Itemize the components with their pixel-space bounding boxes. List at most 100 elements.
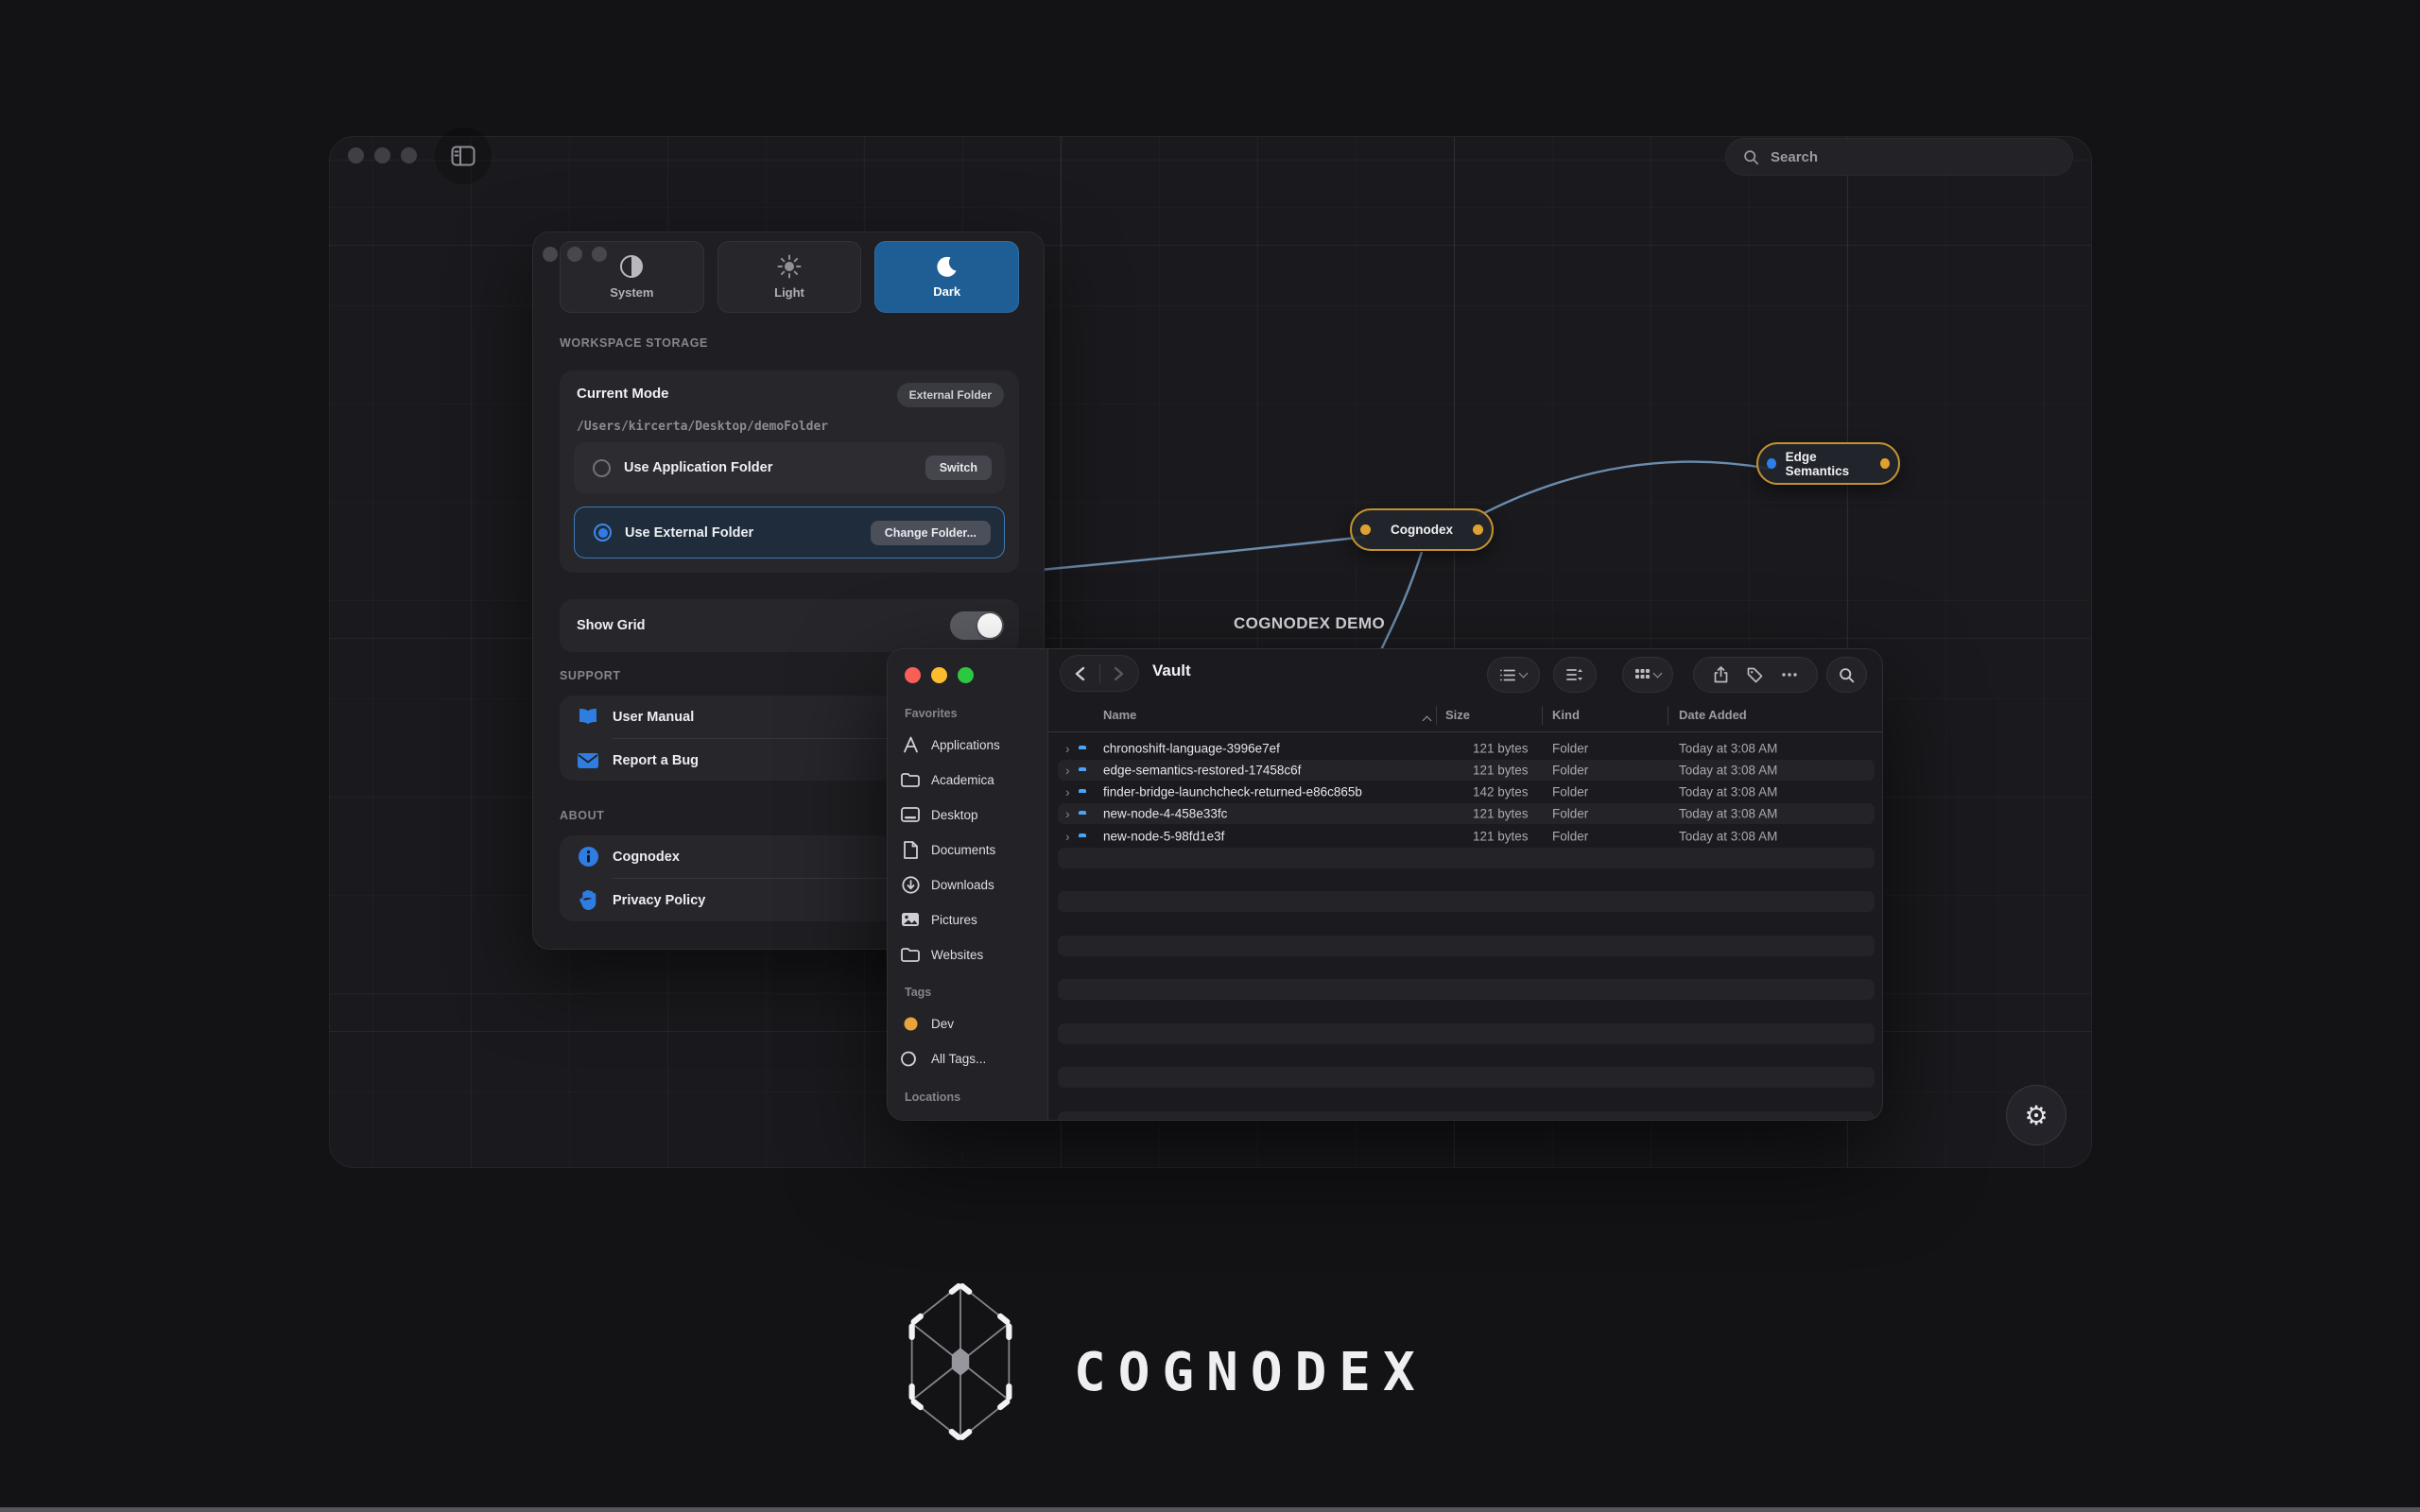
global-search-input[interactable]: Search bbox=[1725, 138, 2073, 176]
sort-icon bbox=[1566, 669, 1582, 680]
finder-window-controls[interactable] bbox=[905, 667, 974, 683]
graph-node-cognodex[interactable]: Cognodex bbox=[1350, 508, 1494, 551]
report-bug-row[interactable]: Report a Bug bbox=[560, 739, 1019, 782]
close-icon[interactable] bbox=[905, 667, 921, 683]
finder-title: Vault bbox=[1152, 662, 1191, 679]
column-header-name[interactable]: Name bbox=[1103, 708, 1137, 722]
current-mode-label: Current Mode bbox=[577, 386, 669, 402]
sidebar-item-academica[interactable]: Academica bbox=[899, 765, 1041, 794]
window-control-dot[interactable] bbox=[374, 147, 390, 163]
applications-icon bbox=[903, 736, 918, 753]
empty-row bbox=[1048, 913, 1882, 935]
sidebar-item-label: Applications bbox=[931, 737, 1000, 752]
share-icon[interactable] bbox=[1714, 666, 1728, 683]
sidebar-item-websites[interactable]: Websites bbox=[899, 940, 1041, 969]
view-options-button[interactable] bbox=[1487, 657, 1540, 693]
sidebar-item-pictures[interactable]: Pictures bbox=[899, 905, 1041, 934]
tag-icon[interactable] bbox=[1747, 667, 1763, 683]
about-app-row[interactable]: Cognodex bbox=[560, 835, 1019, 878]
table-row[interactable]: › new-node-5-98fd1e3f 121 bytes Folder T… bbox=[1048, 825, 1882, 847]
sidebar-item-desktop[interactable]: Desktop bbox=[899, 800, 1041, 829]
book-icon bbox=[579, 709, 596, 725]
node-port-left[interactable] bbox=[1767, 458, 1776, 469]
grid-major-line bbox=[330, 245, 2091, 246]
zoom-icon[interactable] bbox=[958, 667, 974, 683]
user-manual-row[interactable]: User Manual bbox=[560, 696, 1019, 738]
back-icon[interactable] bbox=[1075, 666, 1085, 681]
row-stripe bbox=[1058, 759, 1875, 781]
disclosure-chevron-icon[interactable]: › bbox=[1065, 828, 1070, 844]
minimize-icon[interactable] bbox=[931, 667, 947, 683]
node-port-left[interactable] bbox=[1360, 524, 1371, 535]
node-port-right[interactable] bbox=[1473, 524, 1483, 535]
empty-row bbox=[1048, 1089, 1882, 1110]
file-name[interactable]: edge-semantics-restored-17458c6f bbox=[1103, 763, 1302, 778]
tag-dot-icon bbox=[904, 1017, 917, 1030]
theme-option-dark[interactable]: Dark bbox=[874, 241, 1020, 313]
column-header-date[interactable]: Date Added bbox=[1679, 708, 1747, 722]
file-name[interactable]: chronoshift-language-3996e7ef bbox=[1103, 741, 1280, 756]
table-row[interactable]: › finder-bridge-launchcheck-returned-e86… bbox=[1048, 782, 1882, 803]
window-control-dot[interactable] bbox=[348, 147, 364, 163]
change-folder-button[interactable]: Change Folder... bbox=[870, 520, 991, 545]
row-stripe bbox=[1058, 1067, 1875, 1089]
show-grid-toggle[interactable] bbox=[950, 611, 1004, 640]
table-row[interactable]: › chronoshift-language-3996e7ef 121 byte… bbox=[1048, 737, 1882, 759]
window-control-dot[interactable] bbox=[401, 147, 417, 163]
disclosure-chevron-icon[interactable]: › bbox=[1065, 740, 1070, 756]
about-header: ABOUT bbox=[560, 809, 605, 822]
sort-button[interactable] bbox=[1553, 657, 1597, 693]
privacy-policy-row[interactable]: Privacy Policy bbox=[560, 879, 1019, 921]
group-view-button[interactable] bbox=[1622, 657, 1673, 693]
table-row[interactable]: › edge-semantics-restored-17458c6f 121 b… bbox=[1048, 759, 1882, 781]
row-stripe bbox=[1058, 847, 1875, 868]
forward-icon[interactable] bbox=[1114, 666, 1124, 681]
sidebar-tag-dev[interactable]: Dev bbox=[899, 1009, 1041, 1038]
column-header-size[interactable]: Size bbox=[1445, 708, 1471, 722]
settings-panel: System Light Dark bbox=[532, 232, 1045, 950]
disclosure-chevron-icon[interactable]: › bbox=[1065, 762, 1070, 778]
file-name[interactable]: finder-bridge-launchcheck-returned-e86c8… bbox=[1103, 784, 1362, 799]
disclosure-chevron-icon[interactable]: › bbox=[1065, 784, 1070, 800]
use-external-folder-row[interactable]: Use External Folder Change Folder... bbox=[574, 507, 1005, 558]
sidebar-toggle-button[interactable] bbox=[435, 128, 492, 184]
column-header-kind[interactable]: Kind bbox=[1552, 708, 1580, 722]
locations-header: Locations bbox=[905, 1091, 961, 1104]
column-separator[interactable] bbox=[1436, 706, 1437, 725]
folder-icon bbox=[901, 773, 920, 787]
graph-node-edge-semantics[interactable]: Edge Semantics bbox=[1756, 442, 1900, 485]
window-control-dot[interactable] bbox=[567, 247, 582, 262]
window-controls[interactable] bbox=[348, 147, 417, 163]
empty-row bbox=[1048, 1067, 1882, 1089]
workspace-path: /Users/kircerta/Desktop/demoFolder bbox=[577, 420, 829, 434]
settings-window-controls[interactable] bbox=[543, 247, 607, 262]
sidebar-item-label: Websites bbox=[931, 947, 984, 962]
file-list: › chronoshift-language-3996e7ef 121 byte… bbox=[1048, 737, 1882, 1120]
use-application-folder-row[interactable]: Use Application Folder Switch bbox=[574, 442, 1005, 493]
disclosure-chevron-icon[interactable]: › bbox=[1065, 806, 1070, 822]
switch-button[interactable]: Switch bbox=[925, 455, 992, 480]
finder-search-button[interactable] bbox=[1826, 657, 1867, 693]
sidebar-item-applications[interactable]: Applications bbox=[899, 730, 1041, 759]
empty-row bbox=[1048, 847, 1882, 868]
option-label: Use Application Folder bbox=[624, 460, 773, 475]
radio-selected-icon[interactable] bbox=[594, 524, 612, 541]
file-name[interactable]: new-node-5-98fd1e3f bbox=[1103, 829, 1225, 844]
settings-gear-button[interactable]: ⚙ bbox=[2006, 1085, 2066, 1145]
file-date: Today at 3:08 AM bbox=[1679, 741, 1778, 756]
node-port-right[interactable] bbox=[1880, 458, 1890, 469]
window-control-dot[interactable] bbox=[543, 247, 558, 262]
file-size: 142 bytes bbox=[1473, 784, 1529, 799]
sidebar-item-documents[interactable]: Documents bbox=[899, 835, 1041, 864]
column-separator[interactable] bbox=[1542, 706, 1543, 725]
table-row[interactable]: › new-node-4-458e33fc 121 bytes Folder T… bbox=[1048, 803, 1882, 825]
theme-option-label: Light bbox=[774, 285, 804, 300]
theme-option-system[interactable]: System bbox=[560, 241, 704, 313]
theme-option-light[interactable]: Light bbox=[717, 241, 862, 313]
radio-unselected-icon[interactable] bbox=[593, 458, 611, 477]
window-control-dot[interactable] bbox=[592, 247, 607, 262]
more-icon[interactable] bbox=[1782, 673, 1797, 677]
sidebar-tag-all-tags-[interactable]: All Tags... bbox=[899, 1044, 1041, 1073]
sidebar-item-downloads[interactable]: Downloads bbox=[899, 870, 1041, 899]
file-name[interactable]: new-node-4-458e33fc bbox=[1103, 806, 1228, 821]
